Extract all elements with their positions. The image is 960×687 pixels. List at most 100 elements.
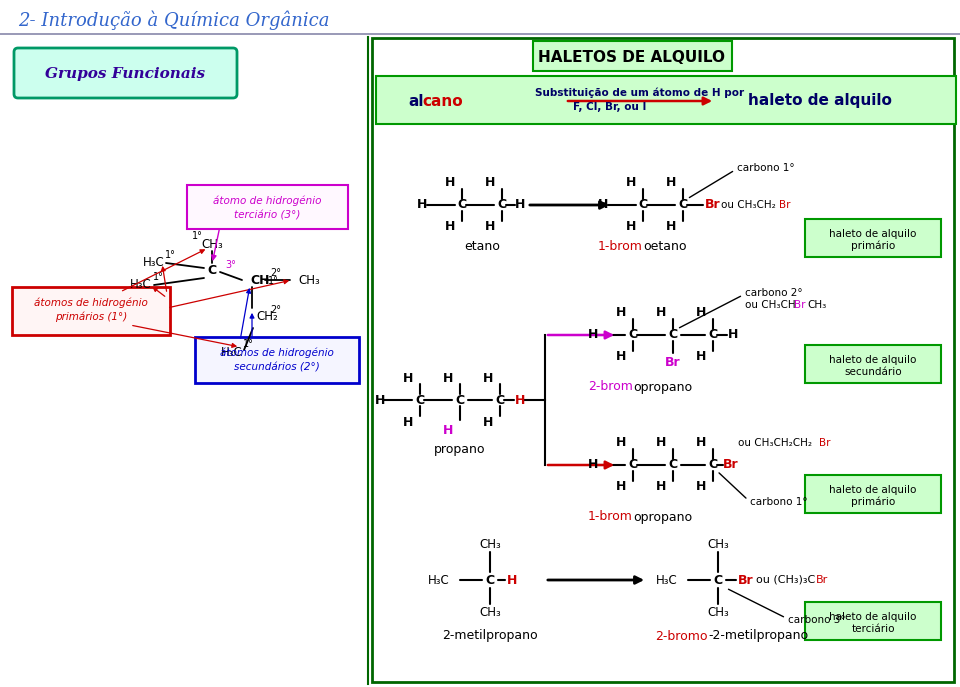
Text: 2°: 2° [270, 268, 281, 278]
Text: C: C [495, 394, 505, 407]
Text: propano: propano [434, 444, 486, 456]
Text: H: H [374, 394, 385, 407]
Text: 3°: 3° [225, 260, 236, 270]
Text: oetano: oetano [643, 240, 686, 254]
Text: carbono 1°: carbono 1° [750, 497, 807, 507]
Text: H: H [615, 306, 626, 319]
Text: C: C [455, 394, 465, 407]
Text: 1°: 1° [243, 339, 253, 349]
FancyBboxPatch shape [12, 287, 170, 335]
Text: H₃C: H₃C [657, 574, 678, 587]
Text: primários (1°): primários (1°) [55, 312, 127, 322]
Text: C: C [416, 394, 424, 407]
FancyBboxPatch shape [805, 602, 941, 640]
Text: C: C [629, 328, 637, 341]
Text: 1-brom: 1-brom [598, 240, 643, 254]
Text: ou CH₃CH: ou CH₃CH [745, 300, 796, 310]
Text: C: C [668, 458, 678, 471]
Text: H: H [696, 436, 707, 449]
Text: H: H [483, 372, 493, 385]
Text: Br: Br [819, 438, 830, 448]
Text: haleto de alquilo: haleto de alquilo [829, 485, 917, 495]
Text: H: H [443, 372, 453, 385]
Text: C: C [629, 458, 637, 471]
Text: Br: Br [723, 458, 739, 471]
Text: H: H [485, 177, 495, 190]
Text: HALETOS DE ALQUILO: HALETOS DE ALQUILO [539, 49, 726, 65]
Text: haleto de alquilo: haleto de alquilo [748, 93, 892, 109]
Text: H: H [588, 328, 598, 341]
FancyBboxPatch shape [187, 185, 348, 229]
Text: 1°: 1° [192, 231, 203, 241]
FancyBboxPatch shape [805, 345, 941, 383]
Text: C: C [708, 328, 717, 341]
Text: CH₂: CH₂ [256, 310, 277, 322]
Text: Br: Br [794, 300, 805, 310]
Text: H: H [615, 480, 626, 493]
Text: primário: primário [851, 240, 895, 251]
Text: H: H [666, 177, 676, 190]
Text: H: H [615, 436, 626, 449]
Text: H₃C: H₃C [143, 256, 165, 269]
Text: H: H [507, 574, 517, 587]
Text: Grupos Funcionais: Grupos Funcionais [45, 67, 205, 81]
Text: haleto de alquilo: haleto de alquilo [829, 229, 917, 239]
Bar [372, 38, 954, 682]
Text: F, Cl, Br, ou I: F, Cl, Br, ou I [573, 102, 647, 112]
Text: 2-bromo: 2-bromo [656, 629, 708, 642]
Text: átomo de hidrogénio: átomo de hidrogénio [213, 196, 322, 206]
FancyBboxPatch shape [805, 475, 941, 513]
Text: H: H [626, 177, 636, 190]
Text: CH₃: CH₃ [479, 605, 501, 618]
Text: 1°: 1° [153, 272, 163, 282]
Text: carbono 3°: carbono 3° [788, 615, 846, 625]
Text: Br: Br [665, 357, 681, 370]
Text: Substituição de um átomo de H por: Substituição de um átomo de H por [536, 88, 745, 98]
Text: C: C [486, 574, 494, 587]
FancyBboxPatch shape [533, 41, 732, 71]
Text: 2°: 2° [270, 305, 281, 315]
Text: C: C [679, 199, 687, 212]
Text: átomos de hidrogénio: átomos de hidrogénio [34, 297, 148, 308]
Text: H: H [696, 350, 707, 363]
Text: etano: etano [464, 240, 500, 254]
FancyBboxPatch shape [376, 76, 956, 124]
Text: H: H [403, 416, 413, 429]
Text: H: H [444, 177, 455, 190]
Text: C: C [638, 199, 648, 212]
Text: Br: Br [816, 575, 828, 585]
Text: átomos de hidrogénio: átomos de hidrogénio [220, 348, 334, 358]
Text: 2-brom: 2-brom [588, 381, 633, 394]
Text: 1°: 1° [164, 250, 176, 260]
Text: 2- Introdução à Química Orgânica: 2- Introdução à Química Orgânica [18, 10, 329, 30]
Text: H: H [626, 221, 636, 234]
Text: C: C [708, 458, 717, 471]
Text: primário: primário [851, 497, 895, 507]
Text: cano: cano [422, 93, 463, 109]
FancyBboxPatch shape [14, 48, 237, 98]
Text: CH: CH [250, 273, 270, 286]
Text: H: H [666, 221, 676, 234]
Text: H: H [696, 480, 707, 493]
Text: CH₃: CH₃ [298, 273, 320, 286]
Text: H: H [483, 416, 493, 429]
Text: C: C [497, 199, 507, 212]
Text: 1°: 1° [268, 276, 278, 286]
Text: 1-brom: 1-brom [588, 510, 633, 523]
Text: Br: Br [738, 574, 754, 587]
Text: H: H [656, 480, 666, 493]
Text: 2-metilpropano: 2-metilpropano [443, 629, 538, 642]
Text: Br: Br [706, 199, 721, 212]
Text: terciário (3°): terciário (3°) [234, 210, 300, 220]
Text: CH₃: CH₃ [807, 300, 827, 310]
Text: H₃C: H₃C [221, 346, 243, 359]
Text: secundários (2°): secundários (2°) [234, 362, 320, 372]
Text: secundário: secundário [844, 367, 901, 377]
Text: C: C [457, 199, 467, 212]
Text: H: H [515, 199, 525, 212]
Text: terciário: terciário [852, 624, 895, 634]
Text: Br: Br [779, 200, 790, 210]
Text: H: H [444, 221, 455, 234]
Text: CH₃: CH₃ [708, 605, 729, 618]
Text: H: H [515, 394, 525, 407]
